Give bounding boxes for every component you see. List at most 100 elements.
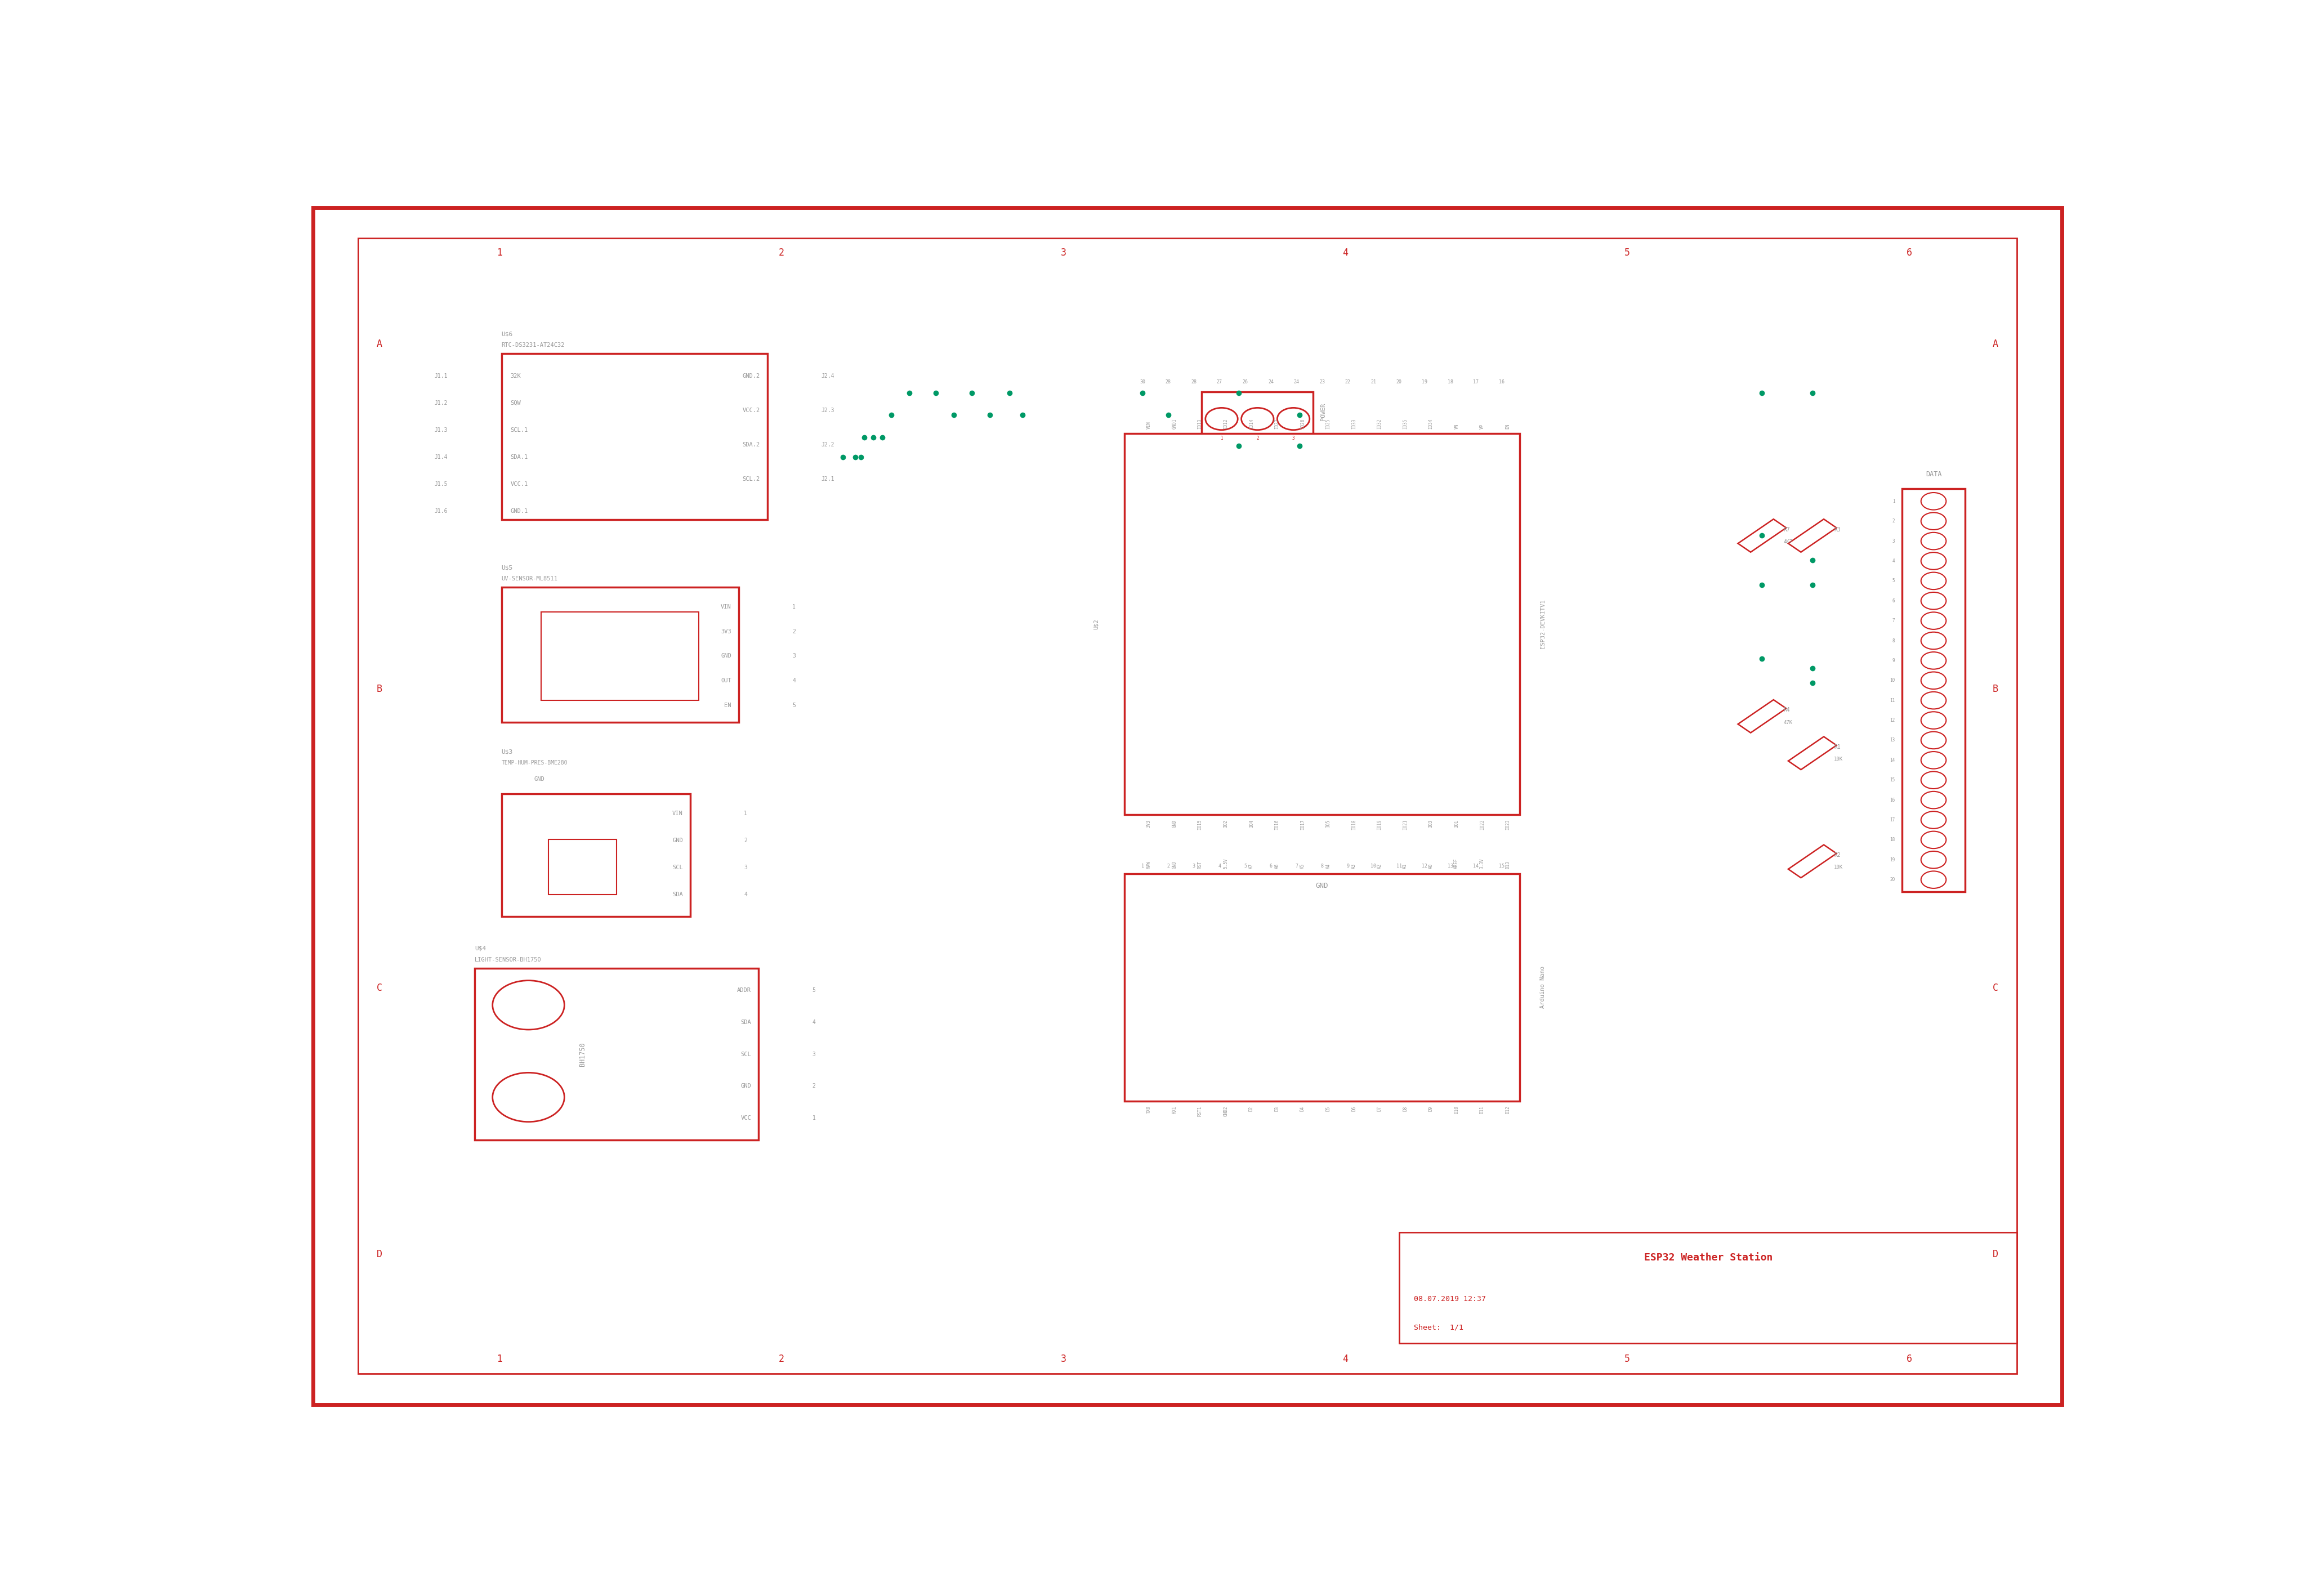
Text: A1: A1 — [1402, 863, 1409, 868]
Text: IO33: IO33 — [1351, 418, 1355, 429]
Text: VIN: VIN — [672, 811, 684, 816]
Text: GND: GND — [1172, 819, 1177, 827]
Bar — [1124, 873, 1520, 1101]
Text: 8: 8 — [1321, 863, 1323, 868]
Text: 16: 16 — [1891, 798, 1895, 803]
Text: 1: 1 — [1893, 498, 1895, 504]
Text: 3: 3 — [792, 653, 795, 659]
Text: R1: R1 — [1835, 744, 1840, 750]
Text: D4: D4 — [1300, 1106, 1304, 1111]
Text: 08.07.2019 12:37: 08.07.2019 12:37 — [1413, 1294, 1485, 1302]
Text: J1.5: J1.5 — [433, 480, 447, 487]
Text: R3: R3 — [1835, 527, 1840, 533]
Text: AREF: AREF — [1455, 859, 1460, 868]
Text: 24: 24 — [1267, 380, 1274, 385]
Text: 18: 18 — [1448, 380, 1453, 385]
Text: D7: D7 — [1376, 1106, 1383, 1111]
Text: 2: 2 — [792, 629, 795, 634]
Text: 20: 20 — [1891, 878, 1895, 883]
Text: OUT: OUT — [721, 678, 732, 683]
Text: GND: GND — [1172, 860, 1177, 868]
Text: C: C — [1993, 983, 1997, 993]
Text: 4: 4 — [1342, 1353, 1348, 1365]
Text: 18: 18 — [1891, 838, 1895, 843]
Text: TX0: TX0 — [1147, 1106, 1152, 1114]
Text: IO19: IO19 — [1376, 819, 1383, 830]
Text: 3: 3 — [1061, 1353, 1066, 1365]
Text: 5: 5 — [1893, 578, 1895, 584]
Text: Arduino Nano: Arduino Nano — [1541, 966, 1545, 1009]
Bar — [1203, 393, 1314, 445]
Text: R4: R4 — [1784, 707, 1791, 713]
Text: J1.1: J1.1 — [433, 373, 447, 378]
Text: D10: D10 — [1455, 1106, 1460, 1114]
Text: GND: GND — [533, 776, 544, 782]
Text: 1: 1 — [496, 247, 503, 259]
Bar — [549, 839, 616, 894]
Text: D13: D13 — [1506, 860, 1511, 868]
Bar — [500, 354, 767, 520]
Text: 1: 1 — [813, 1116, 816, 1120]
Text: D6: D6 — [1351, 1106, 1355, 1111]
Text: 6: 6 — [1270, 863, 1272, 868]
Text: 2: 2 — [779, 1353, 785, 1365]
Text: LIGHT-SENSOR-BH1750: LIGHT-SENSOR-BH1750 — [475, 956, 542, 962]
Text: 2: 2 — [1256, 436, 1258, 440]
Text: 5: 5 — [1624, 1353, 1631, 1365]
Text: SDA.2: SDA.2 — [741, 442, 760, 447]
Polygon shape — [1738, 699, 1786, 733]
Text: 13: 13 — [1891, 737, 1895, 742]
Text: 13: 13 — [1448, 863, 1453, 868]
Text: D5: D5 — [1325, 1106, 1330, 1111]
Text: SDA: SDA — [672, 892, 684, 897]
Text: SCL: SCL — [672, 865, 684, 870]
Text: D: D — [378, 1250, 382, 1259]
Text: J1.3: J1.3 — [433, 428, 447, 433]
Text: 2: 2 — [779, 247, 785, 259]
Text: SQW: SQW — [510, 401, 521, 405]
Bar — [500, 793, 690, 916]
Text: U$4: U$4 — [475, 946, 487, 951]
Text: 4: 4 — [1219, 863, 1221, 868]
Text: IO17: IO17 — [1300, 819, 1304, 830]
Text: 1: 1 — [744, 811, 748, 816]
Text: IO15: IO15 — [1198, 819, 1203, 830]
Text: 5: 5 — [1244, 863, 1247, 868]
Text: 9: 9 — [1346, 863, 1348, 868]
Text: IO5: IO5 — [1325, 819, 1330, 827]
Text: 2: 2 — [1893, 519, 1895, 523]
Text: R2: R2 — [1835, 852, 1840, 859]
Polygon shape — [1738, 519, 1786, 552]
Text: SDA: SDA — [741, 1020, 751, 1025]
Text: 19: 19 — [1423, 380, 1427, 385]
Text: ESP32-DEVKITV1: ESP32-DEVKITV1 — [1541, 600, 1545, 648]
Text: VCC: VCC — [741, 1116, 751, 1120]
Text: 6: 6 — [1907, 247, 1912, 259]
Text: A5: A5 — [1300, 863, 1304, 868]
Text: 10: 10 — [1372, 863, 1376, 868]
Text: 7: 7 — [1893, 618, 1895, 624]
Text: 3V3: 3V3 — [1147, 819, 1152, 827]
Text: 1: 1 — [792, 603, 795, 610]
Text: 3: 3 — [813, 1052, 816, 1057]
Text: SDA.1: SDA.1 — [510, 455, 528, 460]
Text: 2: 2 — [744, 838, 748, 843]
Text: 11: 11 — [1891, 697, 1895, 702]
Text: A6: A6 — [1274, 863, 1279, 868]
Text: 12: 12 — [1891, 718, 1895, 723]
Text: 28: 28 — [1191, 380, 1196, 385]
Text: 5: 5 — [1624, 247, 1631, 259]
Text: GND: GND — [721, 653, 732, 659]
Text: IO16: IO16 — [1274, 819, 1279, 830]
Text: RST1: RST1 — [1198, 1106, 1203, 1116]
Text: 26: 26 — [1242, 380, 1249, 385]
Text: U$6: U$6 — [500, 332, 512, 337]
Text: D12: D12 — [1506, 1106, 1511, 1114]
Text: D: D — [1993, 1250, 1997, 1259]
Text: 23: 23 — [1318, 380, 1325, 385]
Text: 6: 6 — [1893, 598, 1895, 603]
Bar — [1124, 434, 1520, 814]
Text: A0: A0 — [1427, 863, 1434, 868]
Text: C: C — [378, 983, 382, 993]
Text: 22: 22 — [1344, 380, 1351, 385]
